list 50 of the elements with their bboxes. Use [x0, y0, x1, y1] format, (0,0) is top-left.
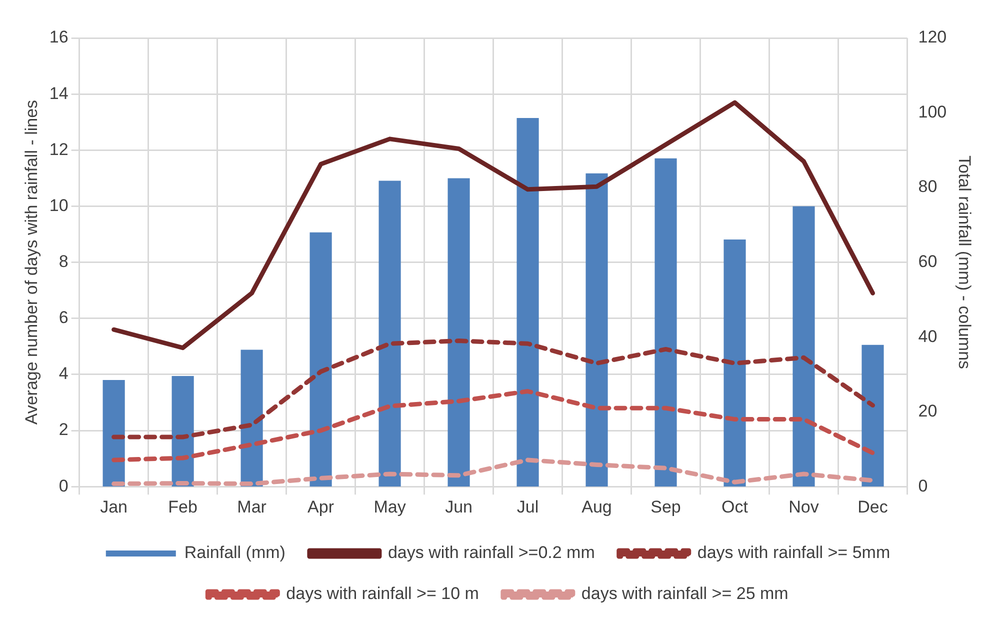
x-tick-label: Jul: [516, 497, 539, 516]
x-tick-label: May: [374, 497, 406, 516]
y2-tick-label: 100: [918, 102, 947, 122]
y2-tick-label: 60: [918, 252, 938, 271]
bar: [654, 158, 677, 487]
y2-tick-label: 120: [918, 28, 947, 47]
y2-axis-title: Total rainfall (mm) - columns: [955, 156, 974, 370]
bar: [586, 173, 608, 487]
y-tick-label: 10: [49, 196, 68, 215]
line-series: [112, 458, 875, 486]
y-axis-title: Average number of days with rainfall - lines: [22, 100, 41, 425]
bar: [102, 380, 125, 487]
legend-label: days with rainfall >= 25 mm: [581, 584, 788, 604]
bar: [448, 178, 470, 487]
x-tick-label: Oct: [722, 497, 748, 516]
y-tick-label: 4: [58, 364, 68, 384]
y-tick-label: 12: [49, 140, 68, 159]
bar: [172, 376, 194, 487]
y-tick-label: 14: [49, 84, 68, 103]
bar: [378, 180, 401, 487]
legend-label: days with rainfall >=0.2 mm: [388, 543, 595, 562]
y-tick-label: 2: [58, 420, 68, 440]
y-tick-label: 0: [58, 476, 68, 496]
line-series: [112, 389, 875, 462]
bar: [792, 206, 815, 487]
y-tick-label: 6: [58, 308, 68, 328]
x-tick-label: Apr: [308, 497, 334, 516]
bar: [240, 350, 263, 487]
x-tick-label: Dec: [858, 497, 888, 516]
y2-tick-label: 20: [918, 402, 938, 421]
y2-tick-label: 0: [918, 476, 928, 496]
x-tick-label: Jan: [100, 497, 128, 516]
x-tick-label: Nov: [788, 497, 820, 516]
line-series: [112, 338, 875, 440]
bar: [724, 239, 746, 487]
y-tick-label: 8: [58, 252, 68, 271]
y2-tick-label: 40: [918, 326, 938, 346]
x-tick-label: Aug: [582, 497, 612, 516]
legend-label: Rainfall (mm): [184, 543, 286, 562]
bar: [516, 118, 539, 487]
y-tick-label: 16: [49, 28, 68, 47]
legend-label: days with rainfall >= 10 m: [286, 584, 479, 604]
bar: [310, 232, 332, 487]
x-tick-label: Sep: [650, 497, 681, 516]
y2-tick-label: 80: [918, 177, 938, 196]
x-tick-label: Mar: [237, 497, 267, 516]
bar: [862, 344, 884, 487]
x-tick-label: Jun: [445, 497, 472, 516]
x-tick-label: Feb: [168, 497, 198, 516]
legend-label: days with rainfall >= 5mm: [697, 543, 890, 562]
